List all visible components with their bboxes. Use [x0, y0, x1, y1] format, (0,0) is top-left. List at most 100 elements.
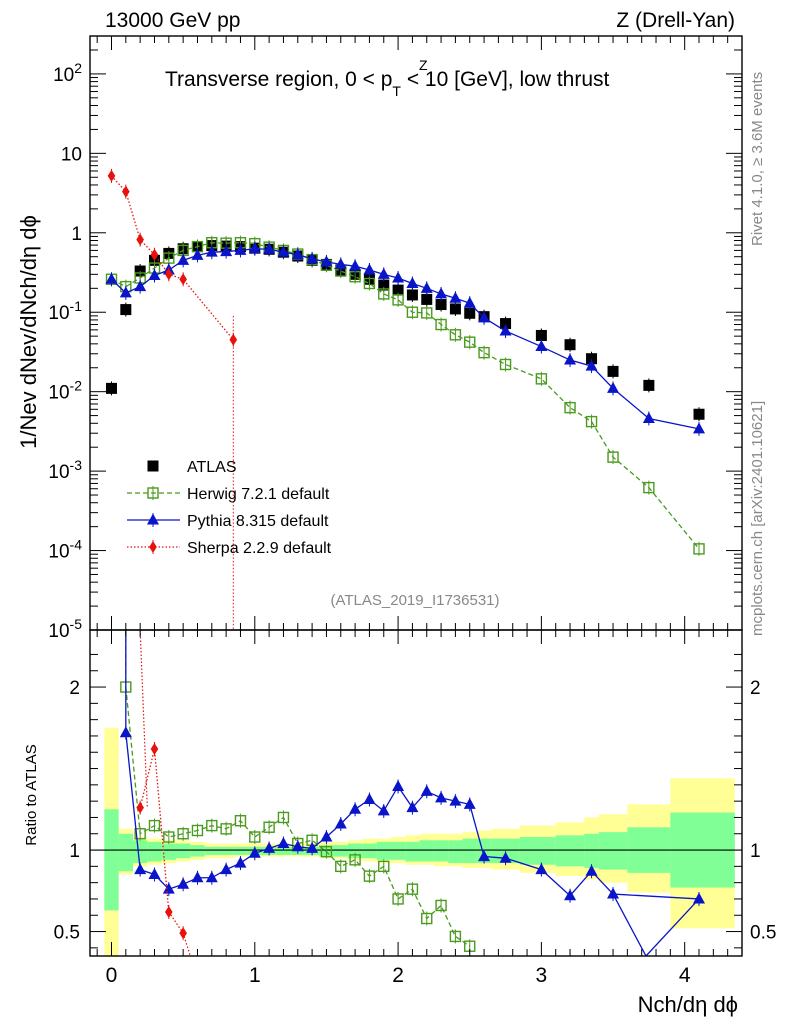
pythia-ratio-point: [291, 840, 304, 852]
y-tick-label: 102: [53, 60, 82, 86]
stat-uncertainty-band: [419, 840, 434, 862]
herwig-ratio-point: [335, 860, 347, 873]
herwig-ratio-point: [421, 912, 433, 925]
sherpa-ratio-point: [150, 742, 159, 755]
atlas-point: [500, 318, 512, 330]
herwig-ratio-point: [234, 815, 247, 827]
legend-label: ATLAS: [187, 459, 237, 476]
pythia-ratio-point: [263, 841, 276, 853]
title-sup: Z: [419, 57, 428, 73]
ratio-y-tick-label-right: 1: [750, 841, 761, 862]
axes: 0 1 2 3 4 10-5 10-4 10-3 10-2 10-1 1 10 102 0.5 0.5 1 1 2…: [48, 35, 776, 987]
stat-uncertainty-band: [555, 835, 585, 867]
herwig-point: [693, 543, 705, 555]
pythia-point: [363, 263, 376, 275]
y-tick-label: 10-2: [48, 378, 82, 404]
pythia-ratio-point: [406, 801, 419, 813]
main-data: [105, 168, 706, 630]
header-process: Z (Drell-Yan): [616, 9, 735, 32]
stat-uncertainty-band: [175, 843, 191, 859]
stat-uncertainty-band: [218, 846, 234, 855]
pythia-ratio-point: [463, 797, 476, 809]
pythia-ratio-point: [564, 889, 577, 901]
herwig-point: [464, 336, 476, 348]
pythia-point: [392, 271, 405, 283]
pythia-ratio-point: [435, 791, 448, 803]
herwig-line: [111, 242, 700, 550]
pythia-ratio-point: [248, 846, 261, 858]
atlas-point: [586, 353, 598, 365]
stat-uncertainty-band: [132, 840, 148, 864]
herwig-point: [478, 346, 490, 359]
pythia-point: [535, 340, 548, 352]
legend-entry-pythia: Pythia 8.315 default: [127, 513, 329, 530]
stat-uncertainty-band: [147, 841, 162, 862]
pythia-point: [642, 411, 655, 423]
herwig-ratio-point: [392, 893, 404, 905]
pythia-point: [693, 422, 706, 434]
atlas-point: [607, 365, 619, 377]
ratio-y-tick-label-right: 0.5: [750, 923, 776, 944]
stat-uncertainty-band: [104, 809, 119, 911]
legend-label: Sherpa 2.2.9 default: [187, 540, 332, 557]
pythia-point: [585, 359, 598, 371]
herwig-point: [535, 373, 548, 385]
herwig-point: [435, 318, 447, 331]
sherpa-point: [136, 233, 144, 246]
side-rivet-label: Rivet 4.1.0, ≥ 3.6M events: [749, 72, 766, 246]
legend-marker: [149, 541, 157, 553]
pythia-ratio-point: [535, 863, 548, 875]
legend-entry-herwig: Herwig 7.2.1 default: [127, 486, 330, 503]
pythia-ratio-point: [392, 779, 405, 791]
pythia-point: [234, 243, 247, 255]
pythia-point: [478, 311, 491, 323]
main-y-axis-title: 1/Nev dNev/dNch/dη dϕ: [16, 215, 41, 449]
pythia-point: [420, 281, 433, 293]
pythia-point: [435, 287, 448, 299]
atlas-point: [643, 379, 655, 391]
stat-uncertainty-band: [161, 843, 176, 860]
pythia-point: [205, 245, 218, 257]
pythia-point: [291, 248, 304, 260]
herwig-ratio-point: [148, 819, 161, 832]
pythia-ratio-point: [420, 784, 433, 796]
herwig-ratio-point: [320, 845, 333, 858]
stat-uncertainty-band: [333, 845, 348, 857]
sherpa-ratio-point: [136, 801, 144, 814]
sherpa-ratio-spike: [139, 630, 148, 808]
stat-uncertainty-band: [118, 833, 133, 872]
pythia-point: [377, 267, 390, 279]
atlas-point: [406, 289, 418, 301]
pythia-ratio-point: [162, 882, 175, 894]
herwig-point: [564, 401, 576, 414]
legend-entry-sherpa: Sherpa 2.2.9 default: [127, 540, 332, 557]
pythia-ratio-point: [234, 856, 247, 868]
x-tick-label: 1: [249, 964, 261, 987]
analysis-id: (ATLAS_2019_I1736531): [330, 592, 499, 609]
herwig-ratio-point: [378, 860, 390, 873]
pythia-ratio-offscale: [612, 893, 700, 956]
herwig-ratio-point: [206, 819, 218, 832]
pythia-point: [499, 324, 512, 336]
pythia-ratio-point: [220, 863, 233, 875]
pythia-point: [148, 268, 161, 280]
legend-label: Pythia 8.315 default: [187, 513, 329, 530]
sherpa-point: [179, 273, 187, 286]
y-tick-label: 1: [71, 224, 82, 245]
sherpa-point: [122, 185, 130, 198]
ratio-y-tick-label: 0.5: [54, 923, 80, 944]
legend-marker: [147, 487, 159, 499]
pythia-point: [248, 242, 261, 254]
legend: ATLAS Herwig 7.2.1 default Pythia 8.315 de…: [127, 459, 332, 557]
sherpa-point: [107, 169, 116, 182]
herwig-ratio-point: [177, 828, 189, 840]
stat-uncertainty-band: [433, 840, 449, 862]
pythia-point: [191, 248, 204, 260]
pythia-ratio-point: [499, 851, 512, 863]
main-panel-title: Transverse region, 0 < pT < 10 [GeV], lo…: [165, 57, 609, 99]
ratio-data: [119, 630, 706, 956]
sherpa-ratio-spike: [182, 933, 191, 956]
herwig-ratio-point: [263, 821, 275, 833]
pythia-ratio-point: [478, 850, 491, 862]
legend-entry-atlas: ATLAS: [147, 459, 237, 476]
